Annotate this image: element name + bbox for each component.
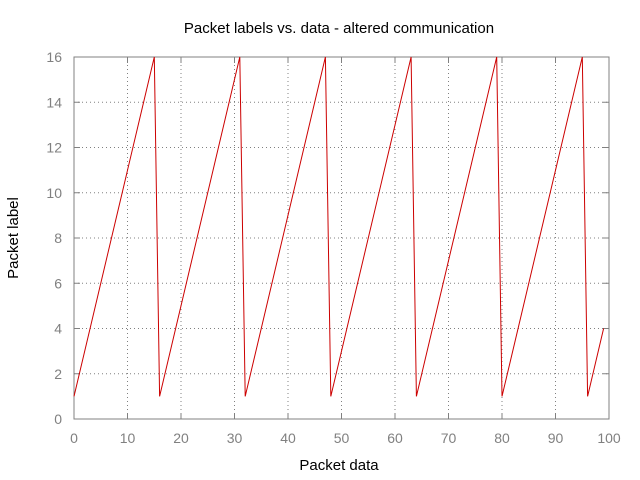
y-tick-label: 0 — [54, 411, 62, 427]
x-tick-label: 20 — [173, 430, 189, 446]
y-tick-label: 2 — [54, 366, 62, 382]
x-tick-label: 70 — [441, 430, 457, 446]
y-axis-label: Packet label — [5, 197, 22, 279]
y-tick-label: 12 — [46, 140, 62, 156]
chart-title: Packet labels vs. data - altered communi… — [184, 20, 494, 37]
y-tick-label: 10 — [46, 185, 62, 201]
x-axis-label: Packet data — [299, 457, 379, 474]
y-tick-label: 4 — [54, 321, 62, 337]
axis-ticks: 0 10 20 30 40 50 60 70 80 90 100 0 2 4 6 8 10 12 14 16 — [46, 49, 620, 446]
x-tick-label: 60 — [387, 430, 403, 446]
x-tick-label: 40 — [280, 430, 296, 446]
y-tick-label: 16 — [46, 49, 62, 65]
grid — [74, 57, 609, 419]
x-tick-label: 30 — [227, 430, 243, 446]
x-tick-label: 80 — [494, 430, 510, 446]
x-tick-label: 50 — [334, 430, 350, 446]
plot-frame — [73, 56, 610, 420]
x-tick-label: 10 — [120, 430, 136, 446]
x-tick-label: 0 — [70, 430, 78, 446]
y-tick-label: 14 — [46, 94, 62, 110]
x-tick-label: 100 — [597, 430, 621, 446]
series-group — [73, 56, 605, 397]
x-tick-label: 90 — [548, 430, 564, 446]
y-tick-label: 8 — [54, 230, 62, 246]
series-line — [73, 56, 605, 397]
y-tick-label: 6 — [54, 275, 62, 291]
